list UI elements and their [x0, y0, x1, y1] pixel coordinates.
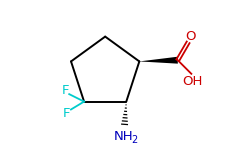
- Text: F: F: [61, 84, 69, 98]
- Text: OH: OH: [182, 75, 203, 88]
- Text: 2: 2: [131, 135, 137, 145]
- Text: NH: NH: [114, 130, 134, 144]
- Polygon shape: [139, 57, 178, 64]
- Text: F: F: [63, 107, 70, 120]
- Text: O: O: [185, 30, 195, 43]
